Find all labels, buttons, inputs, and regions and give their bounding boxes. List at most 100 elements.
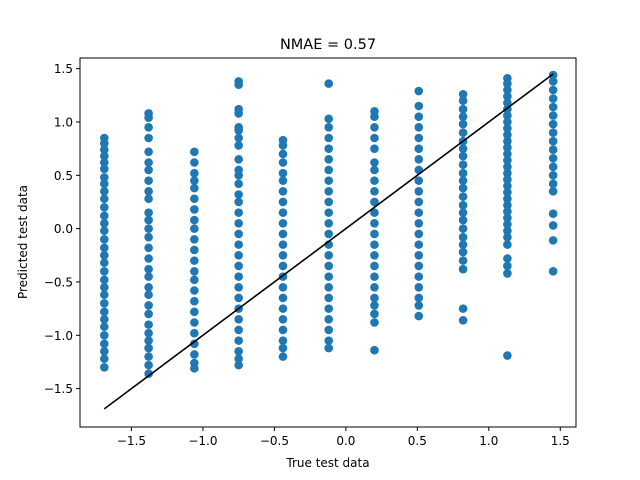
x-tick-label: 1.0 (479, 434, 498, 448)
data-point (190, 147, 199, 157)
data-point (548, 209, 558, 219)
data-point (458, 128, 468, 137)
data-point (548, 70, 558, 80)
data-point (548, 128, 558, 137)
data-point (278, 352, 288, 361)
data-point (234, 354, 243, 364)
data-point (503, 79, 512, 88)
data-point (503, 143, 512, 152)
data-point (100, 290, 109, 300)
data-point (190, 224, 199, 233)
data-point (278, 325, 288, 335)
data-point (234, 272, 243, 281)
data-point (324, 336, 334, 345)
data-point (503, 124, 512, 133)
y-axis: −1.5 −1.0 −0.5 0.0 0.5 1.0 1.5 (44, 62, 80, 396)
data-point (503, 181, 512, 191)
x-tick-label: 1.5 (551, 434, 570, 448)
data-point (234, 240, 243, 249)
data-point (100, 158, 109, 167)
data-point (278, 208, 288, 217)
data-point (190, 235, 199, 244)
data-point (458, 304, 468, 313)
data-point (144, 133, 153, 143)
data-point (144, 336, 153, 345)
data-point (324, 79, 334, 88)
data-point (503, 232, 512, 242)
data-point (100, 330, 109, 340)
data-point (458, 256, 468, 265)
data-point (548, 236, 558, 245)
data-point (190, 296, 199, 306)
identity-line (103, 73, 554, 410)
data-point (144, 147, 153, 157)
data-point (414, 301, 424, 310)
data-point (414, 229, 424, 239)
data-point (190, 256, 199, 265)
data-point (548, 162, 558, 172)
data-point (503, 220, 512, 229)
data-point (370, 301, 379, 310)
data-point (190, 168, 199, 178)
data-point (190, 364, 199, 373)
data-point (458, 151, 468, 161)
data-point (370, 112, 379, 121)
data-point (324, 219, 334, 228)
data-point (370, 208, 379, 217)
data-point (100, 258, 109, 268)
data-point (548, 85, 558, 95)
data-point (190, 339, 199, 349)
plot-area (79, 57, 577, 428)
data-point (144, 165, 153, 175)
data-point (234, 282, 243, 292)
data-point (503, 188, 512, 197)
data-point (548, 136, 558, 146)
data-point (100, 346, 109, 356)
data-point (100, 139, 109, 148)
data-point (278, 293, 288, 303)
data-point (414, 86, 424, 96)
data-point (458, 176, 468, 185)
line-layer (103, 73, 554, 410)
axes-frame (79, 57, 577, 428)
data-point (414, 101, 424, 111)
data-point (190, 205, 199, 214)
data-point (100, 266, 109, 276)
data-point (324, 282, 334, 292)
data-point (503, 200, 512, 210)
data-point (190, 245, 199, 255)
y-tick-label: −1.5 (44, 382, 73, 396)
data-point (324, 187, 334, 196)
data-point (234, 208, 243, 217)
data-point (458, 89, 468, 99)
data-point (144, 224, 153, 233)
data-point (144, 123, 153, 132)
y-tick-label: 0.5 (54, 169, 73, 183)
data-point (458, 96, 468, 105)
data-point (548, 179, 558, 189)
y-tick-label: 0.0 (54, 222, 73, 236)
data-point (100, 354, 109, 364)
data-point (458, 240, 468, 249)
data-point (234, 155, 243, 164)
data-point (100, 211, 109, 221)
data-point (234, 179, 243, 189)
data-point (503, 117, 512, 127)
data-point (414, 144, 424, 153)
y-tick-label: −1.0 (44, 329, 73, 343)
chart-title: NMAE = 0.57 (280, 37, 376, 53)
data-point (324, 261, 334, 271)
data-point (144, 369, 153, 378)
data-point (100, 173, 109, 182)
data-point (414, 187, 424, 196)
data-point (100, 298, 109, 308)
data-point (100, 226, 109, 236)
data-point (278, 219, 288, 228)
data-point (458, 104, 468, 114)
data-point (190, 275, 199, 285)
data-point (370, 165, 379, 175)
x-tick-label: −1.0 (188, 434, 217, 448)
data-point (458, 208, 468, 217)
data-point (278, 304, 288, 313)
